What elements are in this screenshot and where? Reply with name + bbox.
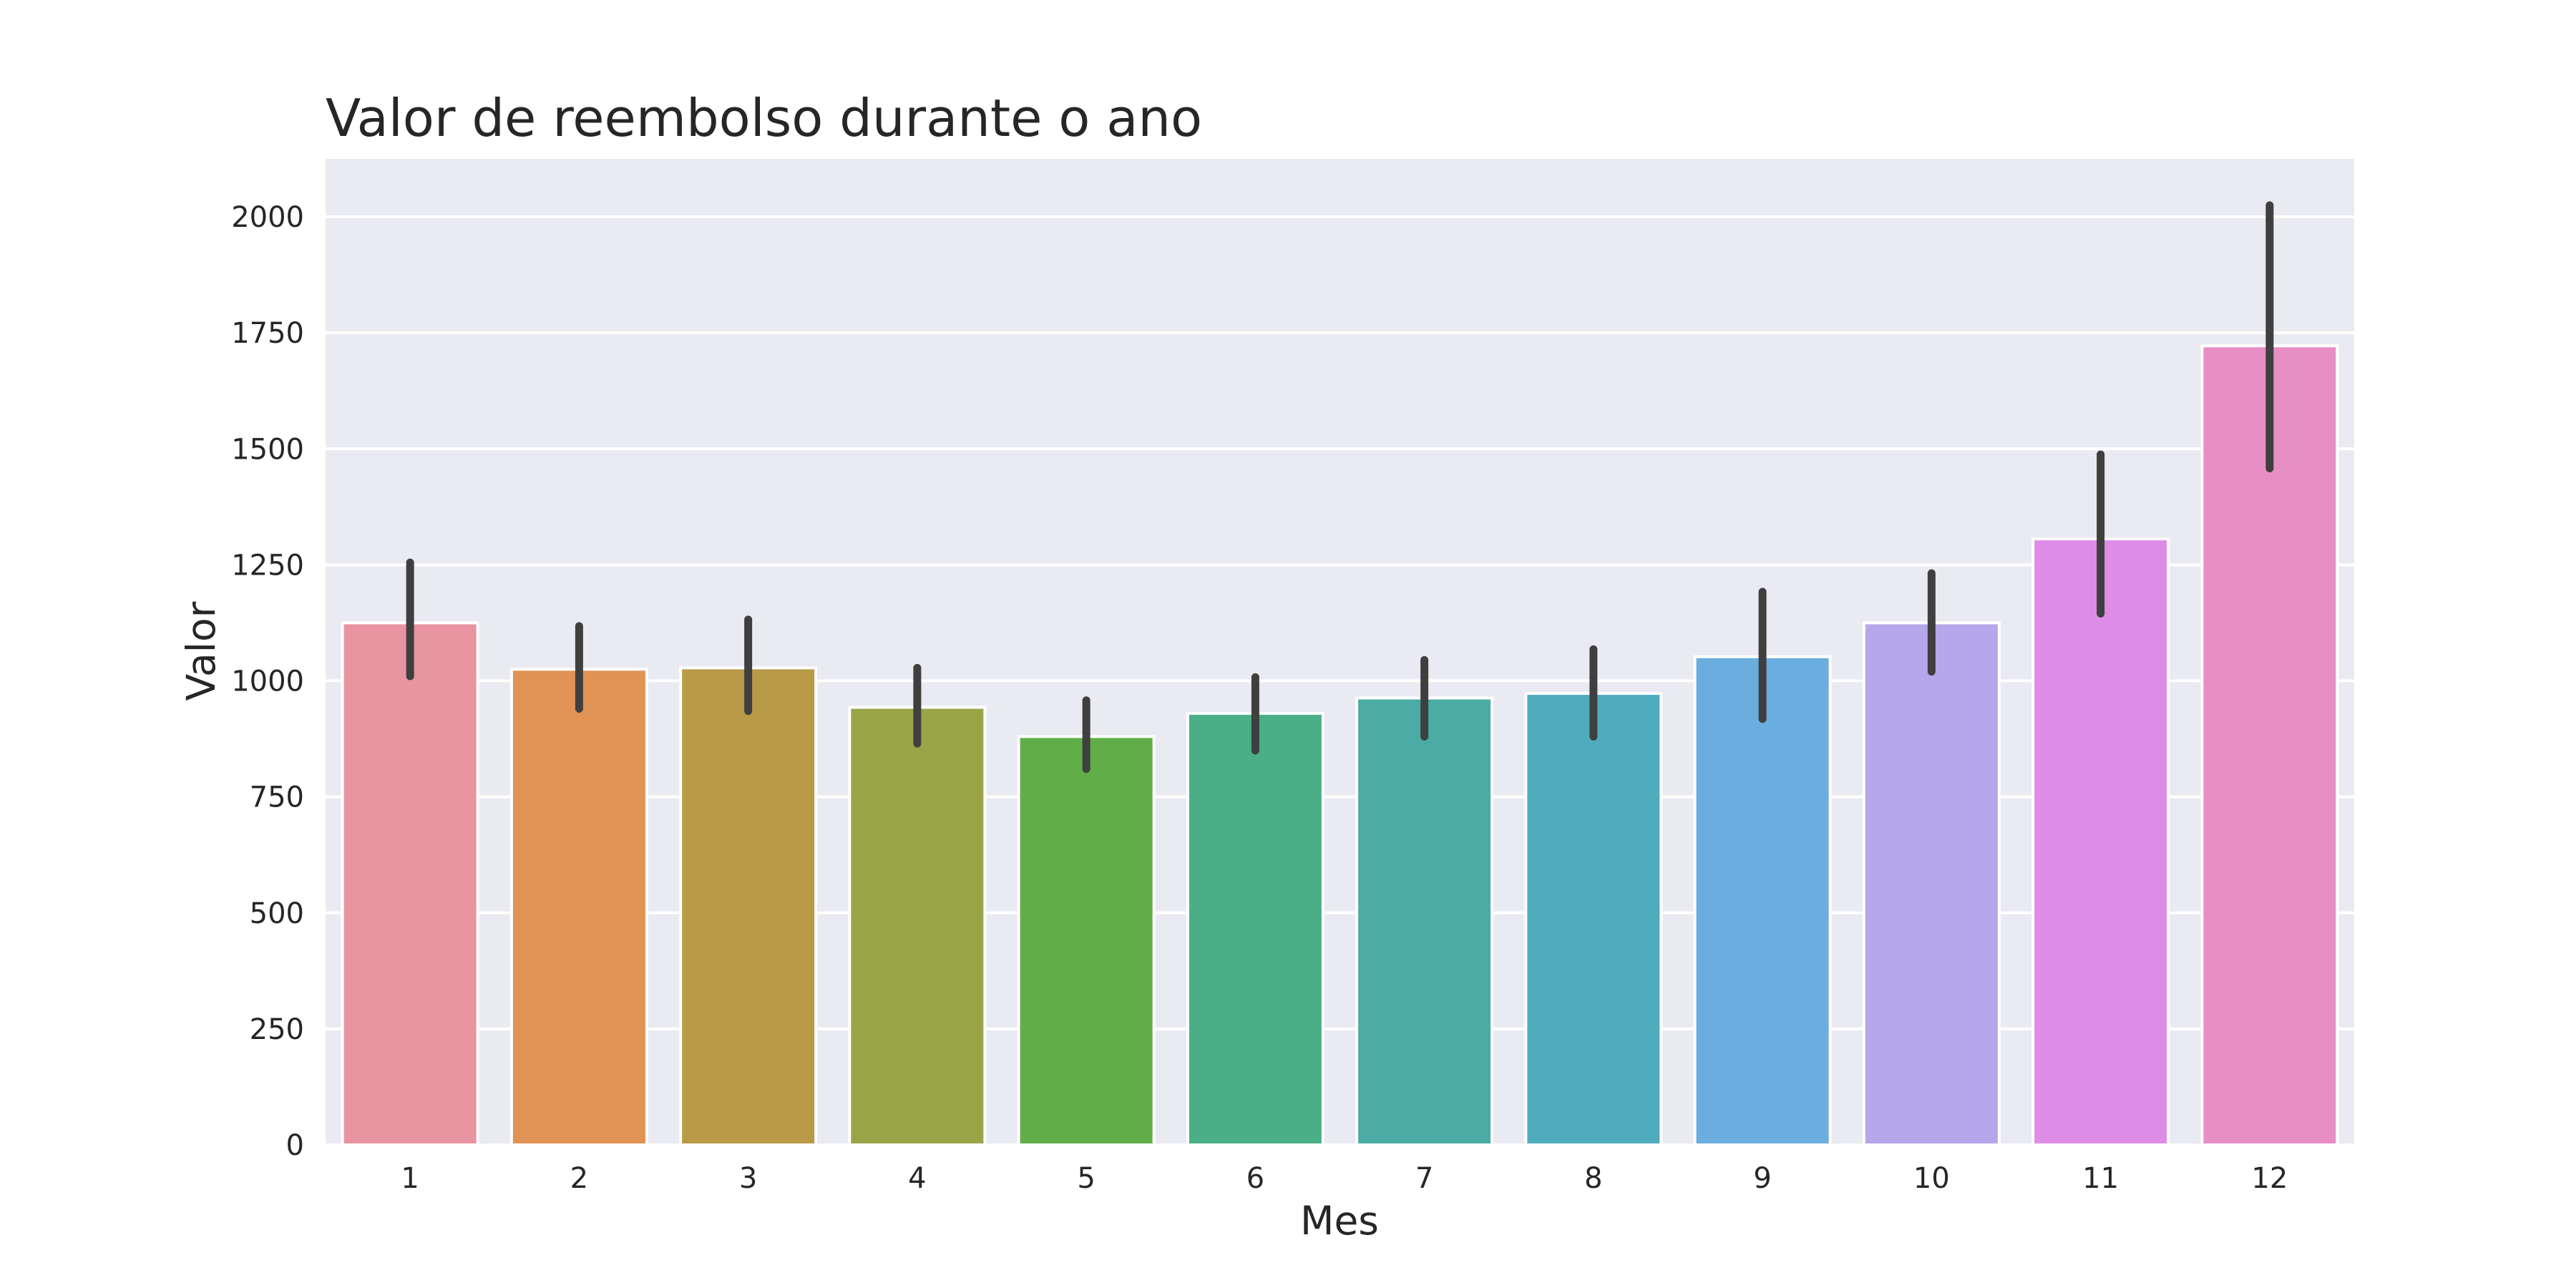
error-bars xyxy=(406,201,2274,774)
bar xyxy=(2200,344,2339,1147)
bar xyxy=(848,706,987,1146)
x-tick-label: 1 xyxy=(401,1162,419,1195)
x-tick-label: 11 xyxy=(2082,1162,2119,1195)
chart-title: Valor de reembolso durante o ano xyxy=(326,88,1202,148)
bars xyxy=(341,344,2339,1147)
plot-background xyxy=(326,159,2354,1145)
y-tick-label: 1250 xyxy=(231,549,304,582)
x-axis-label: Mes xyxy=(1300,1198,1379,1244)
x-tick-label: 8 xyxy=(1584,1162,1602,1195)
x-tick-label: 6 xyxy=(1246,1162,1264,1195)
x-tick-label: 4 xyxy=(908,1162,926,1195)
bar xyxy=(509,668,648,1146)
y-axis-label: Valor xyxy=(178,601,224,701)
bar xyxy=(2031,537,2170,1146)
y-tick-label: 2000 xyxy=(231,201,304,234)
bar xyxy=(1862,621,2001,1146)
bar xyxy=(1186,711,1324,1146)
y-tick-label: 1750 xyxy=(231,317,304,350)
x-tick-label: 5 xyxy=(1077,1162,1095,1195)
bar xyxy=(341,621,479,1146)
y-tick-label: 1500 xyxy=(231,433,304,466)
x-tick-label: 12 xyxy=(2251,1162,2288,1195)
bar xyxy=(1693,655,1832,1146)
y-tick-label: 500 xyxy=(250,897,304,930)
y-tick-label: 0 xyxy=(286,1129,304,1162)
x-tick-label: 7 xyxy=(1415,1162,1433,1195)
x-tick-label: 9 xyxy=(1753,1162,1771,1195)
y-tick-label: 750 xyxy=(250,781,304,814)
bar xyxy=(1524,692,1663,1146)
x-tick-labels: 1 2 3 4 5 6 7 8 9 10 11 12 xyxy=(401,1162,2288,1195)
y-tick-label: 1000 xyxy=(231,665,304,698)
y-tick-label: 250 xyxy=(250,1013,304,1046)
bar xyxy=(679,666,818,1146)
y-tick-labels: 0 250 500 750 1000 1250 1500 1750 2000 xyxy=(231,201,304,1162)
x-tick-label: 10 xyxy=(1913,1162,1950,1195)
bar xyxy=(1017,735,1156,1146)
x-tick-label: 2 xyxy=(570,1162,588,1195)
x-tick-label: 3 xyxy=(739,1162,757,1195)
bar xyxy=(1355,696,1494,1146)
gridlines xyxy=(326,215,2354,1146)
